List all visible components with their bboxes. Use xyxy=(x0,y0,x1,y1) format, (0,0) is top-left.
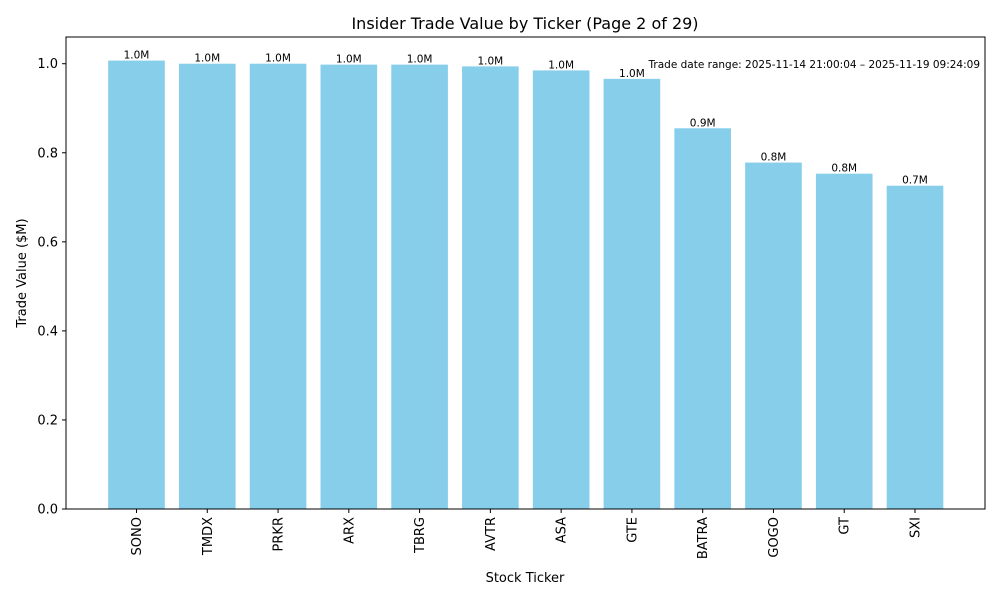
data-label-prkr: 1.0M xyxy=(265,53,291,65)
x-tick-label-sono: SONO xyxy=(130,517,145,555)
x-axis: SONO TMDX PRKR ARX TBRG AVTR ASA GTE BATRA GOGO GT… xyxy=(130,509,924,559)
x-tick-label-batra: BATRA xyxy=(696,517,711,559)
chart-title: Insider Trade Value by Ticker (Page 2 of… xyxy=(351,14,698,33)
data-label-sxi: 0.7M xyxy=(902,175,928,187)
bar-sono xyxy=(108,60,165,509)
bar-tmdx xyxy=(178,63,236,509)
y-tick-label: 0.6 xyxy=(37,235,58,250)
plot-frame xyxy=(65,36,986,510)
data-label-gte: 1.0M xyxy=(619,68,645,80)
x-tick-label-gt: GT xyxy=(838,517,853,535)
x-tick-label-gogo: GOGO xyxy=(767,517,782,558)
data-label-avtr: 1.0M xyxy=(477,55,503,67)
data-label-arx: 1.0M xyxy=(336,54,362,66)
y-tick-label: 1.0 xyxy=(37,57,58,72)
y-tick-label: 0.8 xyxy=(37,146,58,161)
data-label-sono: 1.0M xyxy=(124,50,150,62)
data-labels-group: 1.0M 1.0M 1.0M 1.0M 1.0M 1.0M 1.0M 1.0M 0.9M 0.8M… xyxy=(124,50,928,187)
x-tick-label-asa: ASA xyxy=(555,517,570,543)
x-tick-label-tmdx: TMDX xyxy=(201,517,216,556)
bar-sxi xyxy=(886,185,944,509)
bars-group xyxy=(108,60,944,510)
x-tick-label-sxi: SXI xyxy=(909,517,924,538)
bar-asa xyxy=(532,70,590,510)
data-label-tmdx: 1.0M xyxy=(194,53,220,65)
data-label-asa: 1.0M xyxy=(548,59,574,71)
bar-prkr xyxy=(249,63,307,509)
bar-gt xyxy=(815,173,873,509)
x-tick-label-tbrg: TBRG xyxy=(413,517,428,554)
x-tick-label-gte: GTE xyxy=(625,517,640,543)
bar-gte xyxy=(603,78,661,510)
x-tick-label-arx: ARX xyxy=(342,517,357,544)
x-axis-label: Stock Ticker xyxy=(486,571,565,586)
bar-tbrg xyxy=(391,64,448,510)
data-label-gogo: 0.8M xyxy=(761,152,787,164)
data-label-tbrg: 1.0M xyxy=(407,54,433,66)
date-range-annotation: Trade date range: 2025-11-14 21:00:04 – … xyxy=(648,59,980,71)
x-tick-label-avtr: AVTR xyxy=(484,517,499,551)
x-tick-label-prkr: PRKR xyxy=(272,517,287,551)
data-label-batra: 0.9M xyxy=(690,117,716,129)
bar-gogo xyxy=(745,162,802,509)
y-axis: 0.0 0.2 0.4 0.6 0.8 1.0 xyxy=(37,57,66,518)
y-tick-label: 0.4 xyxy=(37,324,58,339)
y-tick-label: 0.0 xyxy=(37,503,58,518)
y-tick-label: 0.2 xyxy=(37,413,58,428)
y-axis-label: Trade Value ($M) xyxy=(15,218,30,328)
bar-avtr xyxy=(462,66,519,509)
data-label-gt: 0.8M xyxy=(831,163,857,175)
bar-arx xyxy=(320,64,378,510)
bar-batra xyxy=(674,128,731,509)
